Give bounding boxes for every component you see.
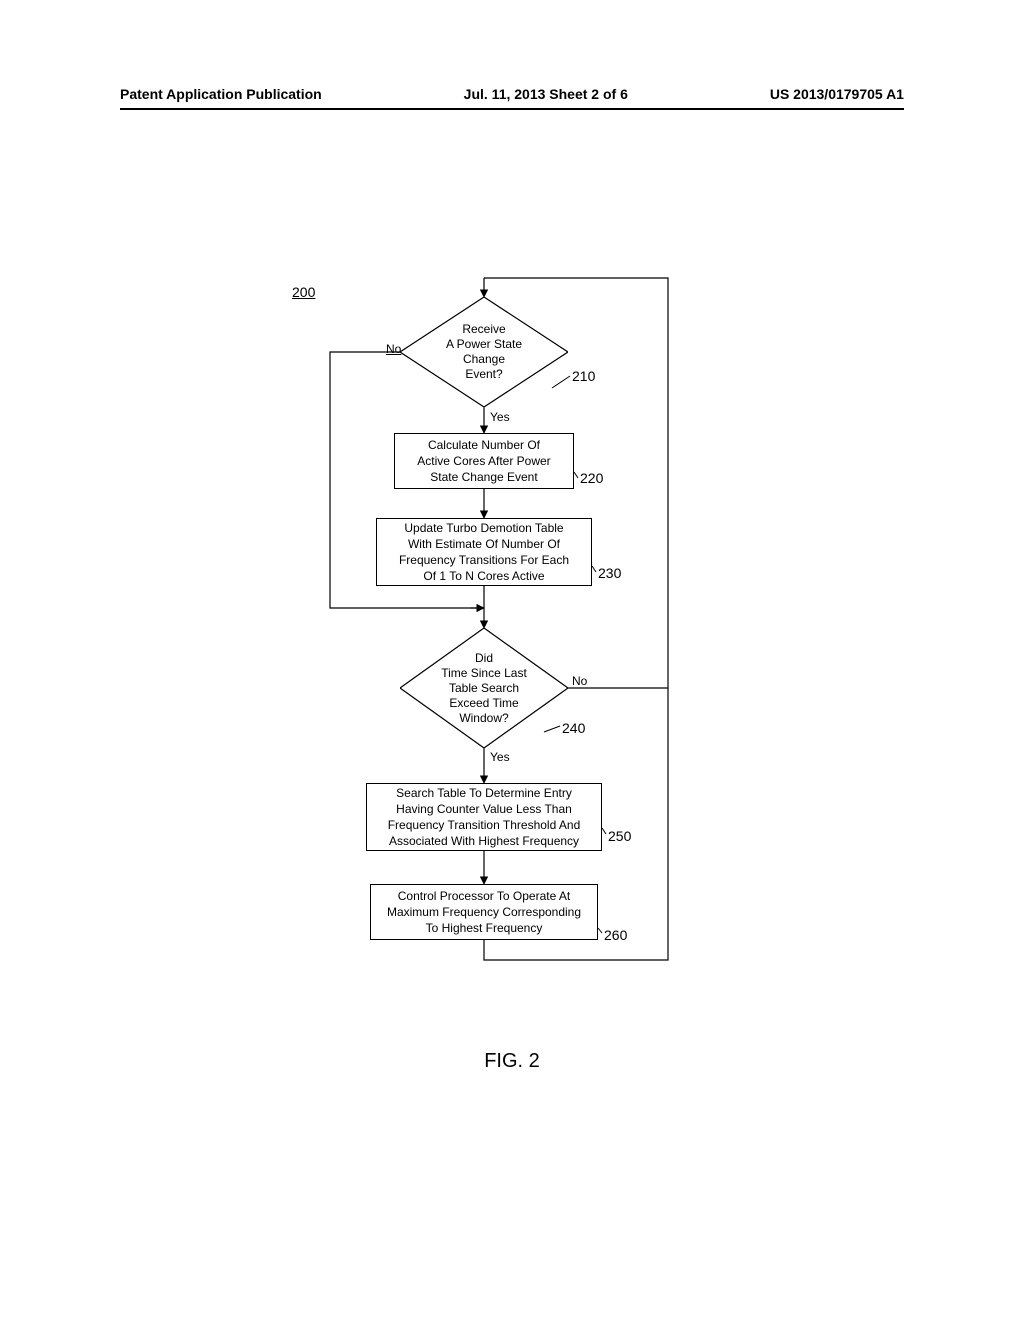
p260-line1: Maximum Frequency Corresponding (387, 904, 581, 920)
p250-line3: Associated With Highest Frequency (389, 833, 579, 849)
p250-line1: Having Counter Value Less Than (396, 801, 572, 817)
edge-label-d210-yes: Yes (490, 410, 510, 424)
page: Patent Application Publication Jul. 11, … (0, 0, 1024, 1320)
p220-line0: Calculate Number Of (428, 437, 540, 453)
header-right: US 2013/0179705 A1 (770, 86, 904, 108)
d240-line0: Did (441, 651, 527, 666)
d240-line1: Time Since Last (441, 666, 527, 681)
p230-line0: Update Turbo Demotion Table (404, 520, 563, 536)
header-left: Patent Application Publication (120, 86, 322, 108)
refnum-200: 200 (292, 284, 315, 300)
d240-line4: Window? (441, 711, 527, 726)
refnum-210: 210 (572, 368, 595, 384)
d240-line3: Exceed Time (441, 696, 527, 711)
p230-line1: With Estimate Of Number Of (408, 536, 560, 552)
figure-caption: FIG. 2 (0, 1050, 1024, 1073)
d210-line2: Change (446, 352, 522, 367)
process-260: Control Processor To Operate At Maximum … (370, 884, 598, 940)
p230-line2: Frequency Transitions For Each (399, 552, 569, 568)
p220-line1: Active Cores After Power (417, 453, 550, 469)
p260-line0: Control Processor To Operate At (398, 888, 571, 904)
page-header: Patent Application Publication Jul. 11, … (120, 86, 904, 110)
refnum-260: 260 (604, 927, 627, 943)
process-250: Search Table To Determine Entry Having C… (366, 783, 602, 851)
d210-line1: A Power State (446, 337, 522, 352)
d210-line0: Receive (446, 322, 522, 337)
process-220: Calculate Number Of Active Cores After P… (394, 433, 574, 489)
p250-line2: Frequency Transition Threshold And (388, 817, 581, 833)
p230-line3: Of 1 To N Cores Active (423, 568, 544, 584)
decision-210: Receive A Power State Change Event? (400, 297, 568, 407)
edge-label-d240-yes: Yes (490, 750, 510, 764)
decision-240: Did Time Since Last Table Search Exceed … (400, 628, 568, 748)
refnum-220: 220 (580, 470, 603, 486)
d240-line2: Table Search (441, 681, 527, 696)
refnum-230: 230 (598, 565, 621, 581)
d210-line3: Event? (446, 367, 522, 382)
edge-label-d240-no: No (572, 674, 587, 688)
p260-line2: To Highest Frequency (426, 920, 543, 936)
p220-line2: State Change Event (430, 469, 537, 485)
header-center: Jul. 11, 2013 Sheet 2 of 6 (464, 86, 628, 108)
p250-line0: Search Table To Determine Entry (396, 785, 572, 801)
process-230: Update Turbo Demotion Table With Estimat… (376, 518, 592, 586)
refnum-250: 250 (608, 828, 631, 844)
